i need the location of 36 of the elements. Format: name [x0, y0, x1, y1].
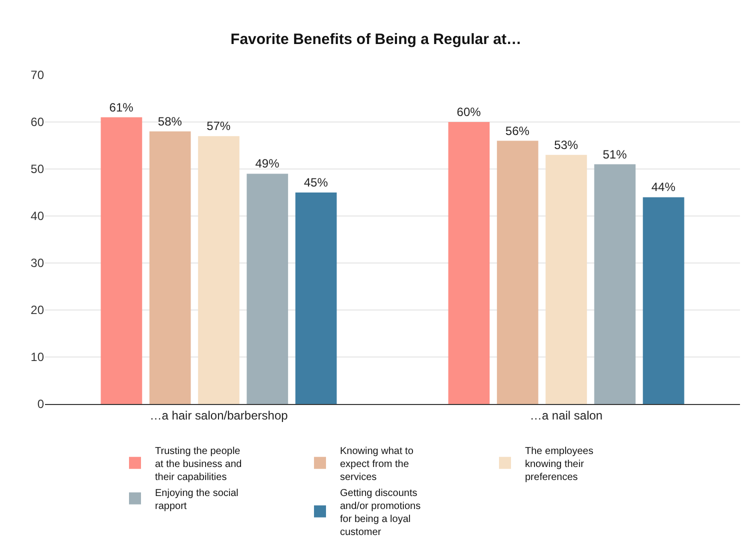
y-tick-label: 50 — [30, 162, 44, 176]
bar — [546, 154, 587, 404]
data-label: 45% — [304, 176, 328, 190]
data-label: 49% — [255, 156, 280, 171]
y-tick-label: 20 — [30, 303, 44, 318]
chart-title: Favorite Benefits of Being a Regular at… — [230, 30, 522, 48]
bar — [496, 140, 538, 404]
y-tick-label: 70 — [30, 68, 44, 82]
y-tick-label: 30 — [30, 256, 44, 270]
legend-label: Getting discounts and/or promotions for being a loyal customer — [340, 488, 421, 538]
legend-label: Trusting the people at the business and their capabilities — [155, 446, 242, 483]
bar — [149, 131, 191, 404]
data-label: 60% — [456, 105, 482, 119]
bar — [246, 174, 288, 404]
legend-label: Enjoying the social rapport — [155, 488, 238, 512]
bar — [594, 164, 636, 404]
bar — [448, 122, 490, 404]
legend-label: Knowing what to expect from the services — [340, 446, 414, 483]
y-tick-label: 0 — [37, 397, 44, 412]
bar — [198, 136, 240, 404]
bar — [295, 192, 337, 404]
y-tick-label: 60 — [30, 115, 44, 130]
y-tick-label: 10 — [30, 350, 44, 364]
data-label: 56% — [505, 124, 530, 138]
data-label: 57% — [206, 119, 231, 134]
bar — [100, 117, 142, 404]
data-label: 53% — [554, 138, 578, 152]
x-tick-label: …a hair salon/barbershop — [150, 408, 288, 422]
bar — [642, 197, 684, 404]
x-tick-label: …a nail salon — [530, 408, 603, 422]
legend-label: The employees knowing their preferences — [525, 446, 594, 483]
y-tick-label: 40 — [30, 209, 44, 224]
data-label: 44% — [651, 180, 676, 194]
data-label: 51% — [602, 147, 628, 162]
data-label: 61% — [109, 100, 134, 114]
data-label: 58% — [158, 114, 182, 128]
